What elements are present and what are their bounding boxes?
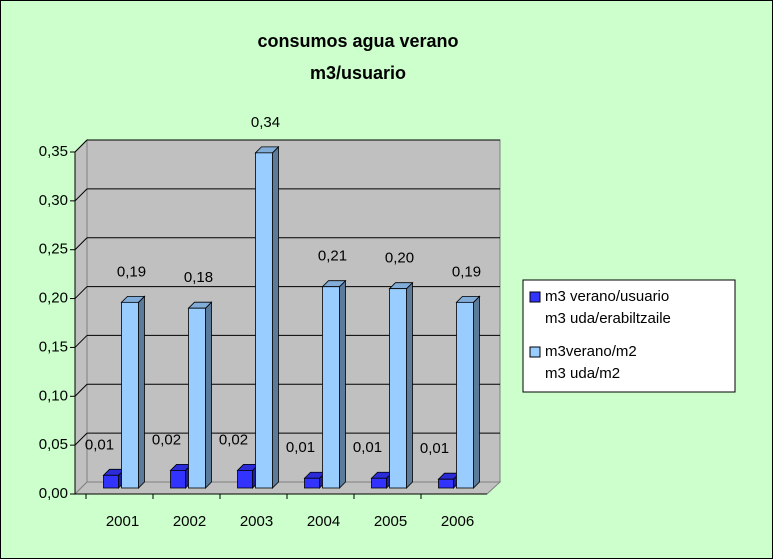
bar-side <box>272 145 279 489</box>
bar <box>103 474 119 489</box>
back-wall <box>86 139 501 483</box>
bar-side <box>138 295 145 489</box>
bar <box>322 286 340 489</box>
bar <box>255 152 273 489</box>
grid-line <box>74 432 88 446</box>
y-tick-label: 0,20 <box>39 290 68 307</box>
chart-title: consumos agua verano <box>257 31 458 51</box>
data-label: 0,18 <box>184 269 213 286</box>
x-tick-label: 2004 <box>307 513 340 530</box>
bar <box>371 477 387 489</box>
grid-line <box>74 286 88 299</box>
bar-side <box>339 279 346 489</box>
x-tick-label: 2002 <box>173 513 206 530</box>
y-tick-label: 0,30 <box>39 192 68 209</box>
data-label: 0,01 <box>85 436 114 453</box>
y-tick-label: 0,35 <box>39 143 68 160</box>
y-tick-label: 0,25 <box>39 241 68 258</box>
bar-side <box>473 295 480 489</box>
legend-label: m3verano/m2 <box>545 343 637 360</box>
data-label: 0,20 <box>385 250 414 267</box>
x-tick-label: 2001 <box>106 513 139 530</box>
y-tick-label: 0,00 <box>39 485 68 502</box>
bar <box>438 478 454 489</box>
data-label: 0,19 <box>452 263 481 280</box>
bar <box>170 470 186 489</box>
y-tick-label: 0,05 <box>39 436 68 453</box>
x-tick-label: 2006 <box>441 513 474 530</box>
grid-line <box>74 237 88 251</box>
data-label: 0,01 <box>286 439 315 456</box>
legend-label: m3 verano/usuario <box>545 288 669 305</box>
legend-label: m3 uda/m2 <box>545 365 620 382</box>
data-label: 0,01 <box>420 440 449 457</box>
grid-line <box>74 139 88 153</box>
bar <box>188 307 206 489</box>
y-tick-label: 0,10 <box>39 387 68 404</box>
x-tick-label: 2005 <box>374 513 407 530</box>
legend-label: m3 uda/erabiltzaile <box>545 310 671 327</box>
grid-line <box>74 383 88 397</box>
legend-swatch <box>529 291 541 303</box>
legend <box>522 279 736 393</box>
grid-line <box>74 188 88 202</box>
chart-title: m3/usuario <box>310 63 406 83</box>
bar <box>237 470 253 489</box>
data-label: 0,21 <box>318 248 347 265</box>
data-label: 0,19 <box>117 263 146 280</box>
bar <box>121 301 139 489</box>
bar-side <box>205 301 212 489</box>
data-label: 0,01 <box>353 439 382 456</box>
bar-side <box>406 281 413 489</box>
bar <box>389 288 407 489</box>
grid-line <box>74 335 88 348</box>
data-label: 0,34 <box>251 114 280 131</box>
y-tick-label: 0,15 <box>39 338 68 355</box>
data-label: 0,02 <box>152 431 181 448</box>
legend-swatch <box>529 346 541 358</box>
bar <box>304 477 320 489</box>
data-label: 0,02 <box>219 431 248 448</box>
x-tick-label: 2003 <box>240 513 273 530</box>
bar <box>456 301 474 489</box>
